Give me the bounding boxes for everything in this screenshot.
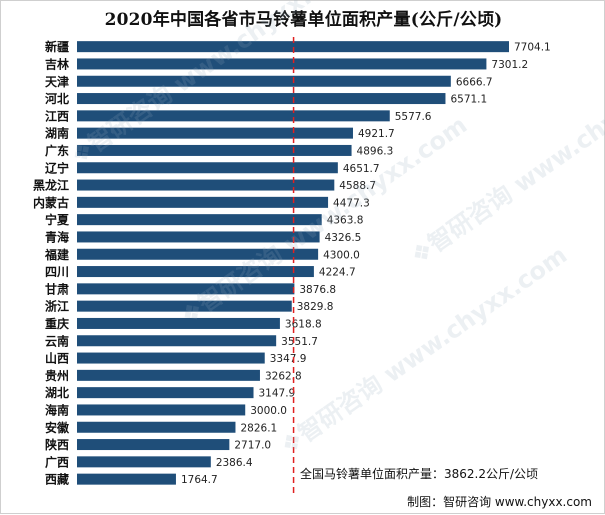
bar (77, 300, 292, 312)
bar (77, 231, 320, 243)
category-label: 吉林 (45, 56, 69, 71)
category-label: 青海 (45, 229, 69, 244)
value-label: 3147.9 (259, 388, 296, 400)
bar (77, 127, 353, 139)
value-label: 4477.3 (333, 197, 370, 209)
category-label: 湖北 (45, 385, 69, 400)
value-label: 2717.0 (234, 440, 271, 452)
category-label: 安徽 (45, 420, 70, 435)
category-label: 宁夏 (45, 212, 70, 227)
category-label: 陕西 (45, 437, 69, 452)
value-label: 5577.6 (395, 111, 432, 123)
value-label: 2386.4 (216, 457, 253, 469)
bar (77, 179, 335, 191)
bar (77, 93, 446, 105)
bar (77, 421, 236, 433)
category-label: 江西 (45, 108, 69, 123)
category-label: 云南 (45, 333, 69, 348)
value-label: 7301.2 (491, 59, 528, 71)
value-label: 3829.8 (297, 301, 334, 313)
category-label: 福建 (44, 247, 70, 262)
value-label: 3347.9 (270, 353, 307, 365)
value-label: 3618.8 (285, 318, 322, 330)
bar (77, 41, 509, 53)
value-label: 6666.7 (456, 76, 493, 88)
bar (77, 75, 451, 87)
value-label: 4588.7 (339, 180, 376, 192)
chart-title: 2020年中国各省市马铃薯单位面积产量(公斤/公顷) (104, 10, 503, 30)
category-label: 广西 (45, 454, 69, 469)
value-label: 3551.7 (281, 336, 318, 348)
value-label: 3000.0 (250, 405, 287, 417)
bar (77, 404, 246, 416)
value-label: 6571.1 (450, 94, 487, 106)
category-label: 甘肃 (45, 281, 69, 296)
value-label: 3876.8 (299, 284, 336, 296)
category-label: 广东 (45, 143, 69, 158)
value-label: 4300.0 (323, 249, 360, 261)
bar (77, 214, 322, 226)
bar (77, 317, 280, 329)
reference-line-label: 全国马铃薯单位面积产量：3862.2公斤/公顷 (300, 467, 539, 481)
bar (77, 456, 211, 468)
category-label: 天津 (45, 74, 69, 89)
value-label: 4224.7 (319, 267, 356, 279)
bar (77, 110, 390, 122)
category-label: 湖南 (45, 126, 69, 141)
value-label: 2826.1 (240, 422, 277, 434)
bar (77, 266, 314, 278)
category-label: 辽宁 (45, 160, 69, 175)
bar (77, 162, 338, 174)
bar (77, 387, 254, 399)
bar (77, 439, 230, 451)
value-label: 1764.7 (181, 474, 218, 486)
value-label: 4363.8 (327, 215, 364, 227)
bar (77, 473, 176, 485)
value-label: 7704.1 (514, 42, 551, 54)
value-label: 4921.7 (358, 128, 395, 140)
category-label: 重庆 (45, 316, 69, 331)
category-label: 西藏 (45, 472, 69, 487)
source-credit: 制图：智研咨询 www.chyxx.com (407, 495, 592, 509)
category-label: 内蒙古 (33, 195, 69, 210)
bar (77, 352, 265, 364)
category-label: 山西 (45, 351, 69, 366)
value-label: 4896.3 (357, 145, 394, 157)
value-label: 4326.5 (325, 232, 362, 244)
bar (77, 335, 277, 347)
bar (77, 248, 319, 260)
category-label: 河北 (44, 91, 69, 106)
bar (77, 196, 329, 208)
bar (77, 369, 260, 381)
category-label: 新疆 (45, 39, 69, 54)
category-label: 贵州 (45, 368, 69, 383)
value-label: 4651.7 (343, 163, 380, 175)
bar (77, 58, 487, 70)
category-label: 四川 (45, 265, 69, 279)
bar (77, 283, 295, 295)
category-label: 浙江 (45, 299, 69, 314)
category-label: 黑龙江 (33, 178, 69, 193)
bar (77, 144, 352, 156)
category-label: 海南 (45, 402, 69, 417)
value-label: 3262.8 (265, 370, 302, 382)
